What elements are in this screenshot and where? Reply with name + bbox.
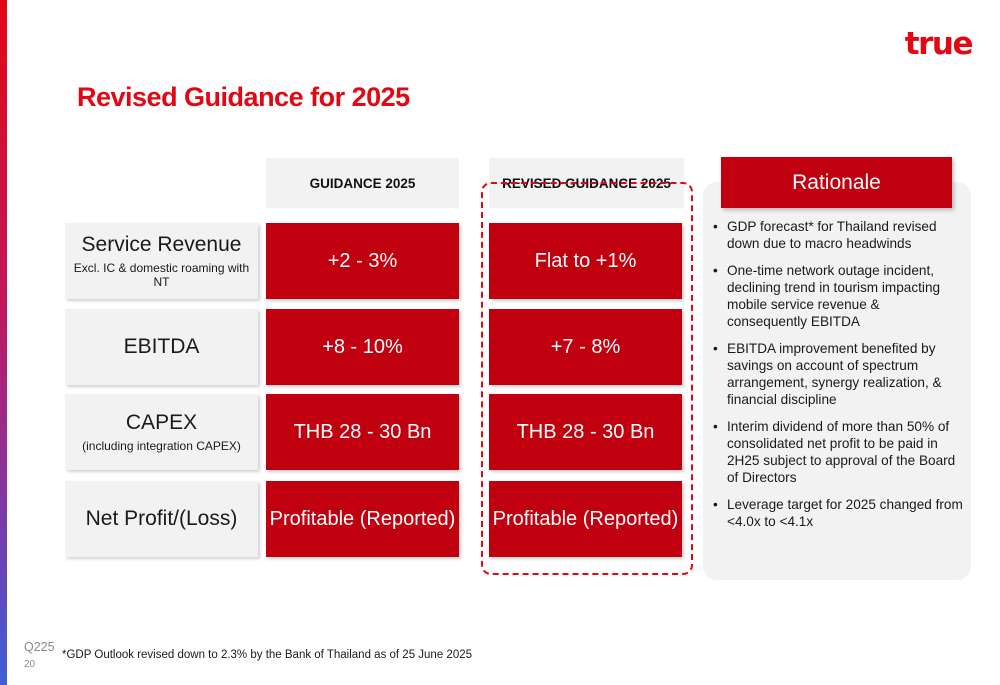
row-label-text: EBITDA	[123, 335, 200, 358]
page-number: 20	[24, 659, 36, 670]
revised-capex: THB 28 - 30 Bn	[489, 394, 682, 470]
rationale-list: • GDP forecast* for Thailand revised down…	[711, 218, 963, 540]
rationale-item: • GDP forecast* for Thailand revised down…	[713, 219, 937, 251]
rationale-item: • Interim dividend of more than 50% of co…	[713, 419, 956, 485]
column-header-guidance: GUIDANCE 2025	[266, 158, 459, 208]
rationale-header: Rationale	[721, 157, 952, 208]
guidance-service-revenue: +2 - 3%	[266, 223, 459, 299]
guidance-net-profit: Profitable (Reported)	[266, 481, 459, 557]
row-label-ebitda: EBITDA	[65, 309, 258, 385]
revised-ebitda: +7 - 8%	[489, 309, 682, 385]
row-label-capex: CAPEX (including integration CAPEX)	[65, 394, 258, 470]
row-sublabel-text: Excl. IC & domestic roaming with NT	[73, 261, 250, 289]
row-label-text: CAPEX	[125, 411, 198, 434]
row-label-text: Net Profit/(Loss)	[85, 507, 238, 530]
row-label-service-revenue: Service Revenue Excl. IC & domestic roam…	[65, 223, 258, 299]
bullet-icon: •	[713, 341, 718, 356]
page-title: Revised Guidance for 2025	[77, 82, 410, 112]
row-label-text: Service Revenue	[81, 233, 242, 256]
bullet-icon: •	[713, 419, 718, 434]
period-label: Q225	[24, 640, 55, 654]
revised-service-revenue: Flat to +1%	[489, 223, 682, 299]
rationale-item: • EBITDA improvement benefited by savings…	[713, 341, 942, 407]
rationale-panel	[703, 182, 971, 580]
bullet-icon: •	[713, 263, 718, 278]
footnote: *GDP Outlook revised down to 2.3% by the…	[62, 649, 473, 661]
brand-gradient-bar	[0, 0, 7, 685]
revised-net-profit: Profitable (Reported)	[489, 481, 682, 557]
bullet-icon: •	[713, 219, 718, 234]
true-logo: true	[904, 26, 974, 62]
guidance-ebitda: +8 - 10%	[266, 309, 459, 385]
row-label-net-profit: Net Profit/(Loss)	[65, 481, 258, 557]
revised-column-highlight	[481, 182, 693, 575]
rationale-item: • Leverage target for 2025 changed from <…	[713, 497, 963, 529]
rationale-item: • One-time network outage incident, decli…	[713, 263, 941, 329]
bullet-icon: •	[713, 497, 718, 512]
row-sublabel-text: (including integration CAPEX)	[82, 439, 241, 453]
guidance-capex: THB 28 - 30 Bn	[266, 394, 459, 470]
